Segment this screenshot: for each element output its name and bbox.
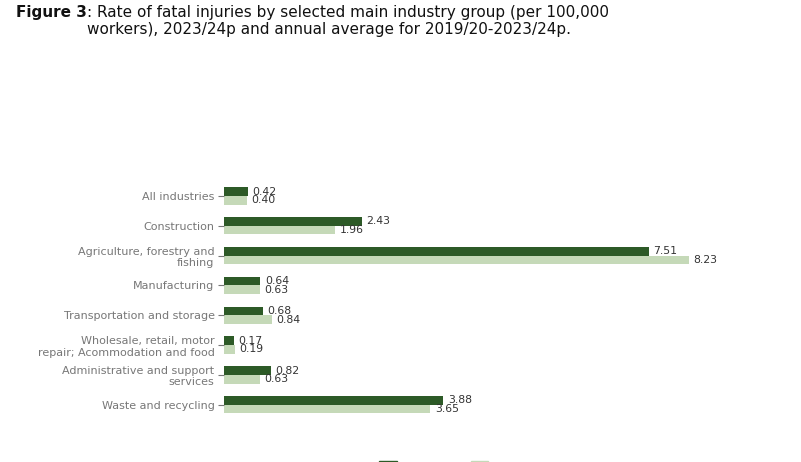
- Text: 0.63: 0.63: [264, 285, 288, 295]
- Text: 0.19: 0.19: [239, 344, 264, 354]
- Text: 8.23: 8.23: [694, 255, 718, 265]
- Bar: [224, 315, 272, 324]
- Text: 3.88: 3.88: [448, 395, 472, 405]
- Bar: [224, 247, 649, 255]
- Bar: [224, 336, 234, 345]
- Text: 0.63: 0.63: [264, 374, 288, 384]
- Bar: [224, 345, 235, 354]
- Bar: [224, 226, 335, 234]
- Bar: [224, 375, 260, 383]
- Bar: [224, 187, 248, 196]
- Text: 0.68: 0.68: [268, 306, 292, 316]
- Bar: [224, 217, 361, 226]
- Text: 3.65: 3.65: [435, 404, 459, 414]
- Text: Figure 3: Figure 3: [16, 5, 87, 19]
- Bar: [224, 286, 260, 294]
- Text: 0.17: 0.17: [239, 336, 263, 346]
- Text: 0.82: 0.82: [275, 365, 300, 376]
- Text: 0.84: 0.84: [276, 315, 300, 324]
- Text: 0.64: 0.64: [265, 276, 289, 286]
- Bar: [224, 196, 247, 205]
- Text: : Rate of fatal injuries by selected main industry group (per 100,000
workers), : : Rate of fatal injuries by selected mai…: [87, 5, 609, 37]
- Text: 7.51: 7.51: [653, 246, 677, 256]
- Bar: [224, 277, 260, 286]
- Text: 0.42: 0.42: [252, 187, 276, 196]
- Legend: 2023/24, 2019/20-2023/24: 2023/24, 2019/20-2023/24: [379, 461, 606, 462]
- Bar: [224, 307, 263, 315]
- Text: 1.96: 1.96: [340, 225, 364, 235]
- Bar: [224, 405, 430, 413]
- Bar: [224, 396, 444, 405]
- Bar: [224, 366, 271, 375]
- Text: 2.43: 2.43: [366, 216, 390, 226]
- Bar: [224, 255, 689, 264]
- Text: 0.40: 0.40: [252, 195, 276, 205]
